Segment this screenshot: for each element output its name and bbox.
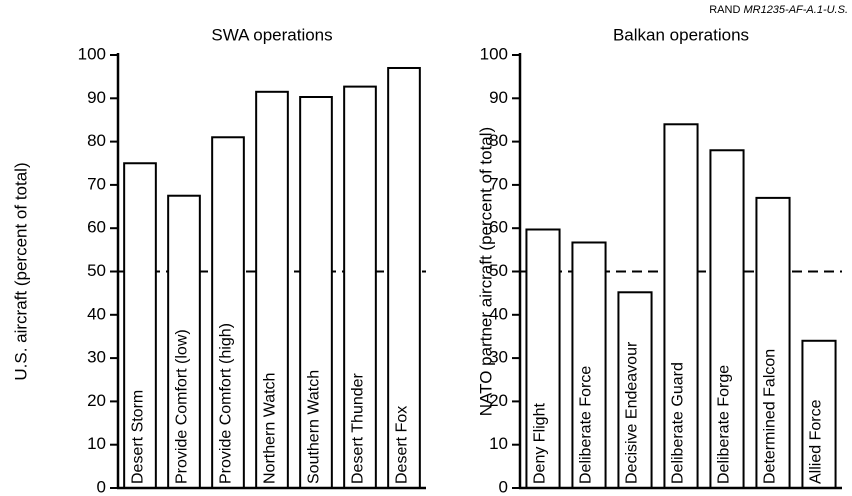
bar-label: Desert Fox [393, 406, 410, 484]
bar-label: Desert Storm [129, 390, 146, 484]
y-tick-label: 50 [87, 261, 106, 280]
bar-label: Deliberate Force [578, 366, 595, 484]
y-axis-label: NATO partner aircraft (percent of total) [476, 127, 495, 416]
bar-label: Provide Comfort (high) [217, 323, 234, 484]
bar [663, 123, 699, 489]
y-tick-label: 50 [489, 261, 508, 280]
source-prefix: RAND [709, 4, 740, 16]
bar-label: Desert Thunder [349, 372, 366, 484]
bar [387, 66, 421, 490]
bar [571, 241, 607, 489]
bar-label: Provide Comfort (low) [173, 329, 190, 484]
y-tick-label: 20 [87, 391, 106, 410]
bar [123, 162, 157, 489]
y-tick-label: 10 [489, 434, 508, 453]
bar-label: Allied Force [808, 399, 825, 484]
source-id: MR1235-AF-A.1-U.S. [743, 4, 848, 16]
y-tick-label: 70 [489, 174, 508, 193]
chart-title: Balkan operations [613, 25, 749, 44]
bar [617, 291, 653, 489]
y-axis-label: U.S. aircraft (percent of total) [11, 162, 30, 380]
y-tick-label: 80 [87, 131, 106, 150]
y-tick-label: 80 [489, 131, 508, 150]
bar-label: Decisive Endeavour [624, 341, 641, 484]
y-tick-label: 40 [87, 304, 106, 323]
y-tick-label: 90 [489, 88, 508, 107]
y-tick-label: 60 [489, 218, 508, 237]
y-tick-label: 60 [87, 218, 106, 237]
chart-title: SWA operations [211, 25, 332, 44]
bar-label: Deny Flight [532, 403, 549, 484]
bar-label: Determined Falcon [762, 349, 779, 484]
y-tick-label: 30 [87, 348, 106, 367]
bar-label: Northern Watch [261, 373, 278, 484]
y-tick-label: 10 [87, 434, 106, 453]
bar-label: Deliberate Forge [716, 365, 733, 484]
bar [801, 339, 837, 489]
y-tick-label: 0 [499, 477, 508, 496]
bar-label: Southern Watch [305, 370, 322, 484]
y-tick-label: 30 [489, 348, 508, 367]
y-tick-label: 90 [87, 88, 106, 107]
bar-label: Deliberate Guard [670, 362, 687, 484]
y-tick-label: 0 [97, 477, 106, 496]
y-tick-label: 100 [78, 44, 106, 63]
y-tick-label: 40 [489, 304, 508, 323]
bar [525, 228, 561, 489]
bar [255, 90, 289, 490]
bar [167, 194, 201, 489]
y-tick-label: 70 [87, 174, 106, 193]
source-note: RAND MR1235-AF-A.1-U.S. [709, 4, 848, 16]
y-tick-label: 100 [480, 44, 508, 63]
y-tick-label: 20 [489, 391, 508, 410]
